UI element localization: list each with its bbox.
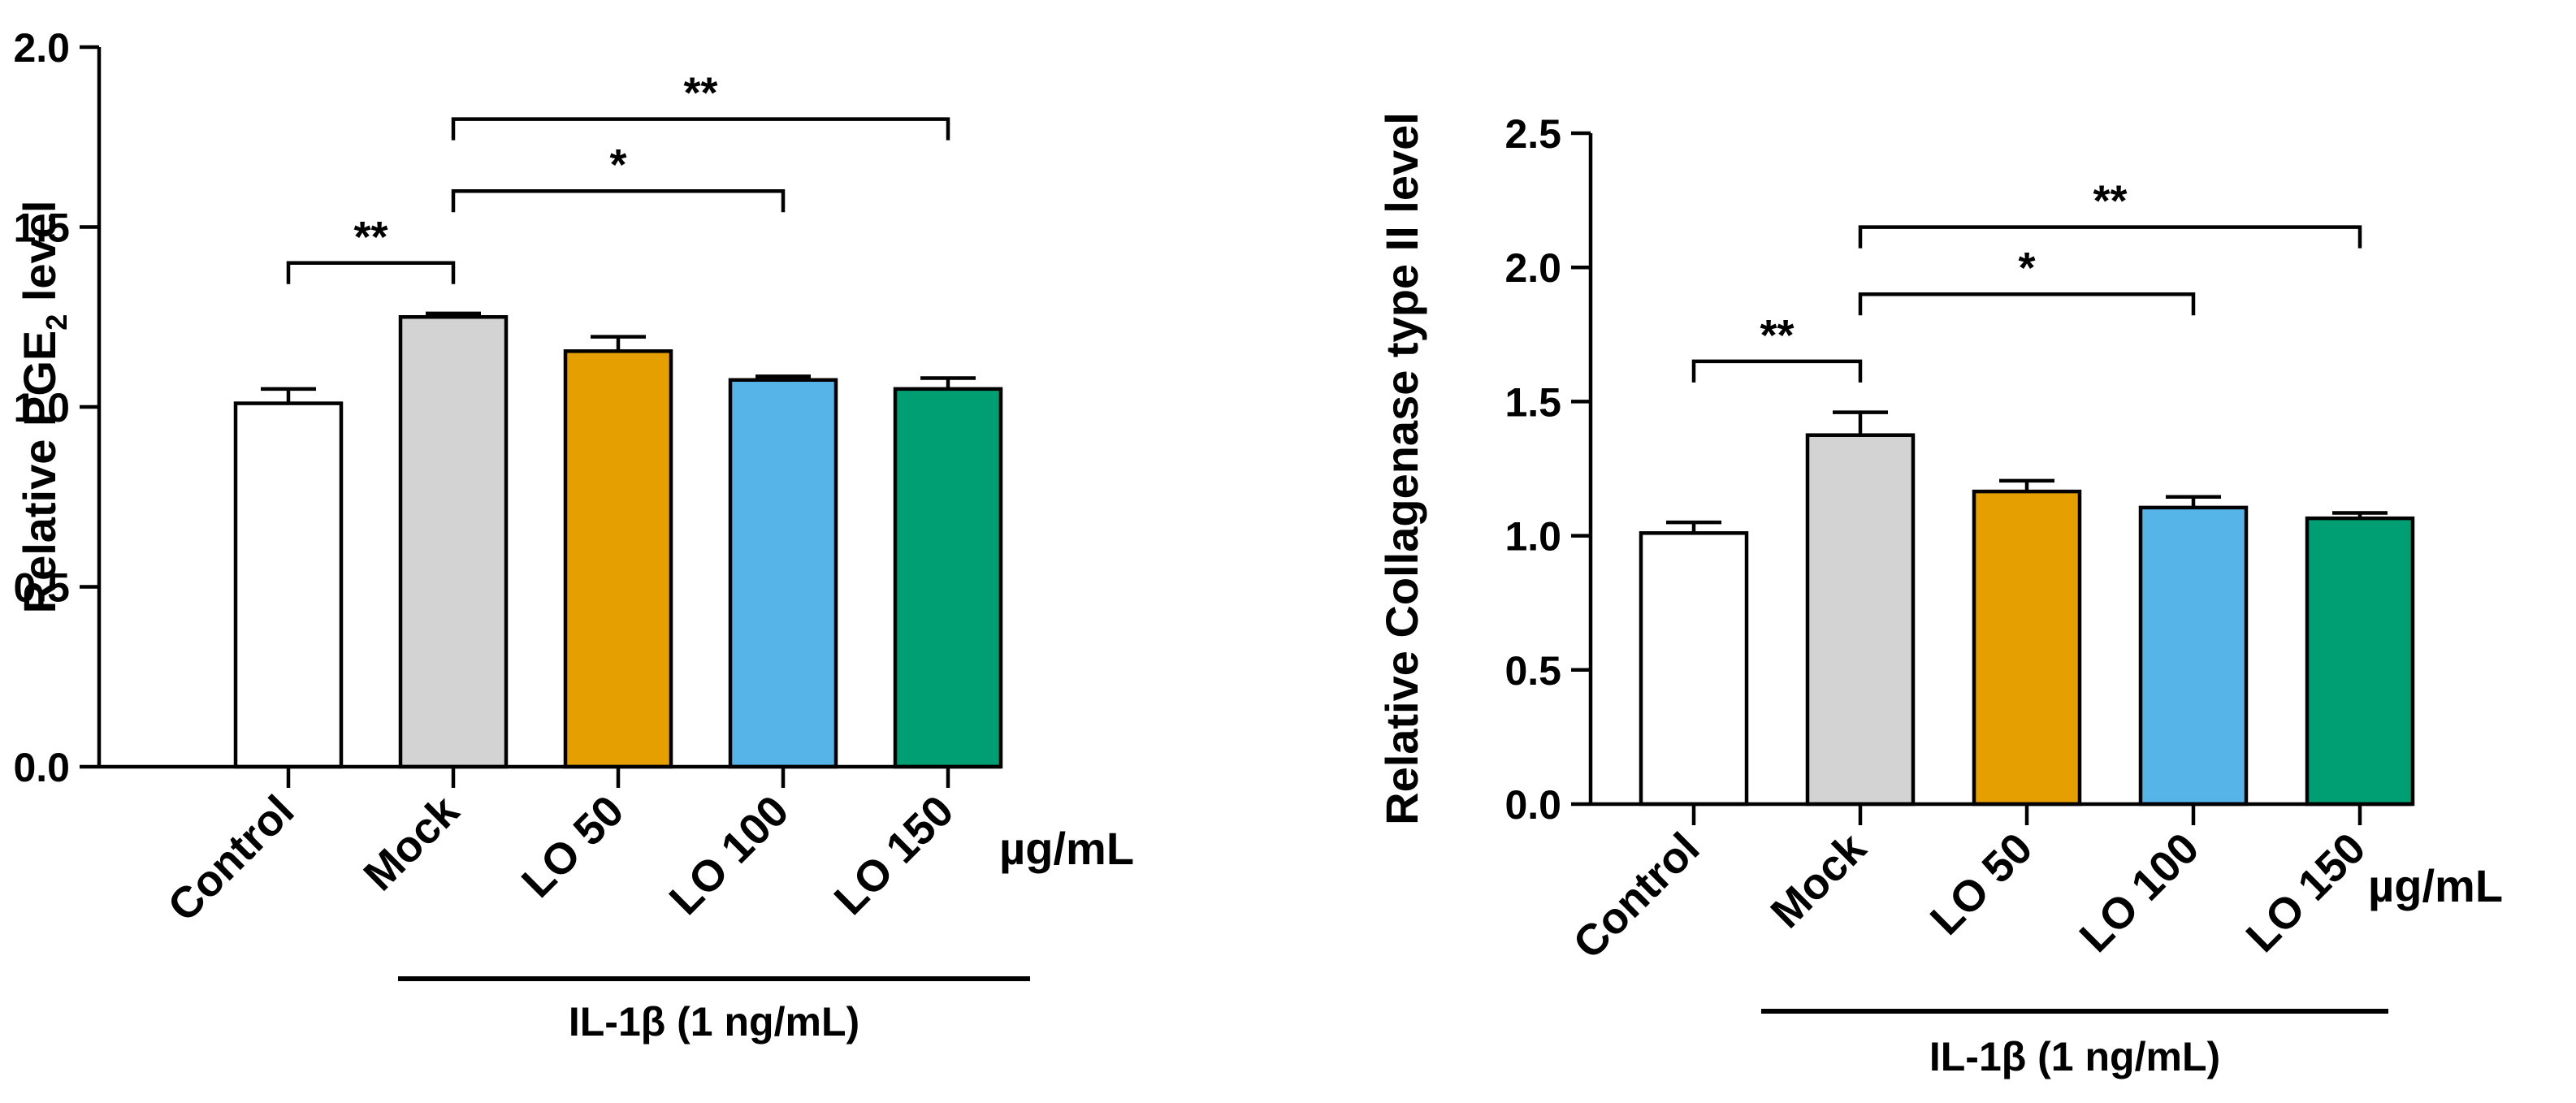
y-tick-label-1: 0.5	[13, 565, 70, 611]
pge2-chart: Control Mock LO 50 LO 100 LO 150 0.0 0.5 1.0 1.5…	[13, 25, 1134, 1045]
y-tick-label-0: 0.0	[13, 745, 70, 790]
treatment-label: IL-1β (1 ng/mL)	[1929, 1034, 2220, 1079]
significance-bracket-1	[1858, 292, 2196, 316]
x-tick-label-0: Control	[1564, 824, 1708, 968]
significance-bracket-1	[451, 188, 786, 213]
bar-3	[2138, 505, 2249, 807]
y-tick-label-0: 0.0	[1504, 782, 1561, 828]
unit-label: µg/mL	[2368, 860, 2503, 911]
bar-3	[728, 378, 838, 769]
significance-bracket-0	[286, 261, 456, 284]
treatment-label: IL-1β (1 ng/mL)	[569, 999, 859, 1045]
y-tick-label-4: 2.0	[1504, 245, 1561, 291]
significance-bracket-0	[1691, 359, 1863, 383]
significance-label-0: **	[353, 213, 387, 262]
bar-1	[398, 315, 509, 769]
x-tick-label-3: LO 100	[2071, 824, 2209, 962]
x-tick-label-1: Mock	[1761, 823, 1876, 937]
bar-4	[2305, 516, 2415, 807]
significance-label-2: **	[683, 69, 717, 118]
y-axis-label: Relative Collagenase type II level	[1376, 112, 1427, 825]
y-axis-label-main: Relative PGE	[14, 331, 65, 614]
collagenase-chart: Control Mock LO 50 LO 100 LO 150 0.0 0.5 1.0 1.5…	[1376, 111, 2503, 1079]
y-tick-label-3: 1.5	[1504, 379, 1561, 425]
bar-0	[1639, 531, 1749, 807]
y-tick-label-5: 2.5	[1504, 111, 1561, 157]
bar-1	[1805, 433, 1916, 807]
significance-label-0: **	[1760, 311, 1794, 360]
x-tick-label-1: Mock	[354, 785, 469, 900]
significance-label-1: *	[609, 141, 626, 189]
y-tick-label-2: 1.0	[13, 385, 70, 430]
y-axis-label-tail: level	[14, 201, 65, 314]
y-tick-label-3: 1.5	[13, 205, 70, 251]
y-tick-label-2: 1.0	[1504, 514, 1561, 560]
y-tick-label-4: 2.0	[13, 25, 70, 71]
significance-label-2: **	[2093, 177, 2127, 226]
x-tick-label-0: Control	[158, 786, 303, 931]
x-tick-label-3: LO 100	[660, 786, 799, 924]
significance-bracket-2	[1858, 225, 2362, 249]
x-tick-label-4: LO 150	[2237, 824, 2375, 962]
y-axis-label-subscript: 2	[40, 314, 73, 331]
x-tick-label-2: LO 50	[513, 786, 634, 907]
bar-2	[563, 349, 673, 769]
bar-2	[1972, 489, 2082, 807]
bar-0	[233, 401, 344, 769]
y-axis-label: Relative PGE2 level	[14, 201, 73, 614]
x-tick-label-2: LO 50	[1921, 824, 2042, 945]
x-tick-label-4: LO 150	[825, 786, 963, 924]
unit-label: µg/mL	[999, 823, 1134, 874]
bar-4	[893, 387, 1003, 769]
significance-bracket-2	[451, 117, 950, 141]
y-tick-label-1: 0.5	[1504, 648, 1561, 694]
significance-label-1: *	[2018, 244, 2035, 292]
y-axis-label-main: Relative Collagenase type II level	[1376, 112, 1427, 825]
